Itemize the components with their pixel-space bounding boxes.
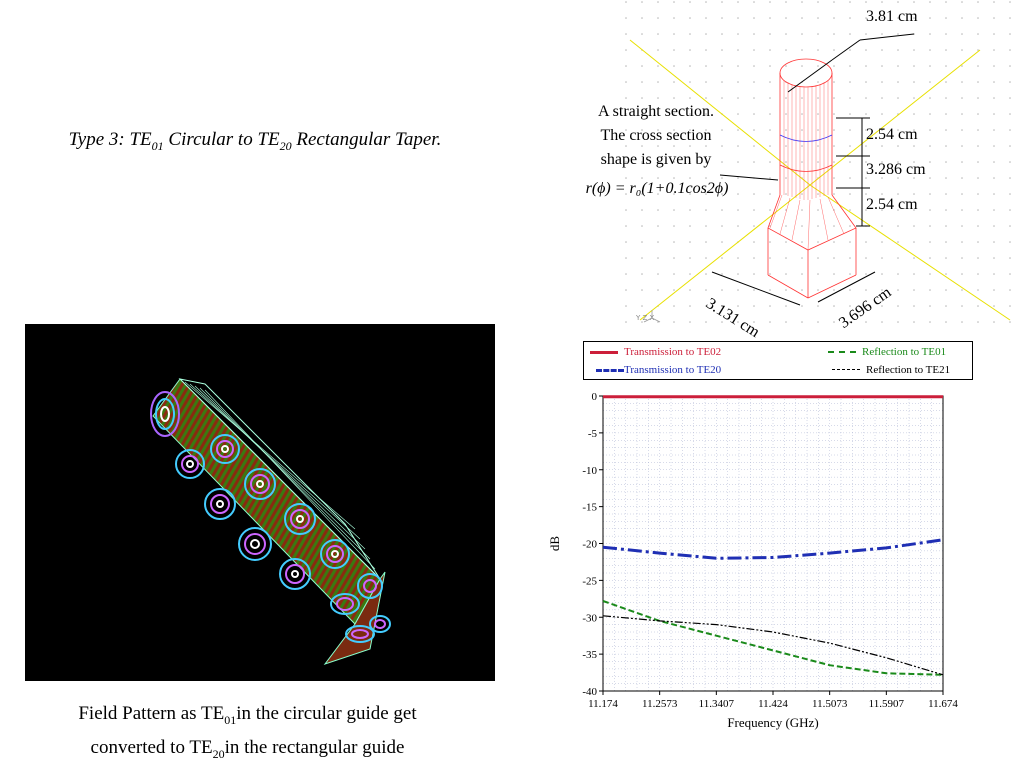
chart-series <box>602 395 944 676</box>
x-axis-label: Frequency (GHz) <box>727 715 818 730</box>
field-pattern-image <box>25 324 495 681</box>
y-tick-label: -30 <box>582 612 597 624</box>
slide-title: Type 3: TE01 Circular to TE20 Rectangula… <box>68 129 442 153</box>
legend-swatch-te21 <box>832 369 860 370</box>
y-tick-label: -20 <box>582 539 597 551</box>
y-tick-label: -25 <box>582 575 597 587</box>
series-line-3 <box>602 615 944 676</box>
x-tick-label: 11.674 <box>928 698 958 710</box>
dimension-label-d1: 2.54 cm <box>866 126 918 143</box>
y-tick-label: -10 <box>582 465 597 477</box>
series-line-1 <box>602 538 944 560</box>
x-tick-label: 11.5073 <box>812 698 848 710</box>
y-tick-label: -40 <box>582 686 597 698</box>
cross-section-formula: r(ϕ) = r₀(1+0.1cos2ϕ) <box>585 180 729 197</box>
y-tick-label: -5 <box>588 428 598 440</box>
legend-swatch-te20 <box>596 369 624 372</box>
axis-triad-icon <box>643 310 661 323</box>
y-tick-label: -15 <box>582 502 597 514</box>
diameter-label: 3.81 cm <box>866 8 918 25</box>
y-tick-label: -35 <box>582 649 597 661</box>
straight-section-annotation: A straight section. The cross section sh… <box>598 103 714 168</box>
legend-swatch-te01 <box>828 351 856 353</box>
dimension-label-d2: 3.286 cm <box>866 161 926 178</box>
taper-geometry-diagram <box>560 0 1024 340</box>
legend-swatch-te02 <box>590 351 618 354</box>
x-tick-label: 11.424 <box>758 698 788 710</box>
axis-triad-labels: Y Z X <box>636 314 655 322</box>
dimension-label-d3: 2.54 cm <box>866 196 918 213</box>
chart-legend: Transmission to TE02 Reflection to TE01 … <box>583 341 973 380</box>
y-tick-label: 0 <box>592 391 598 403</box>
x-tick-label: 11.2573 <box>642 698 678 710</box>
y-axis-label: dB <box>547 536 562 552</box>
field-pattern-caption: Field Pattern as TE01in the circular gui… <box>78 703 417 761</box>
x-tick-label: 11.174 <box>588 698 618 710</box>
x-tick-label: 11.5907 <box>869 698 905 710</box>
x-tick-label: 11.3407 <box>699 698 735 710</box>
chart-grid <box>602 395 944 692</box>
